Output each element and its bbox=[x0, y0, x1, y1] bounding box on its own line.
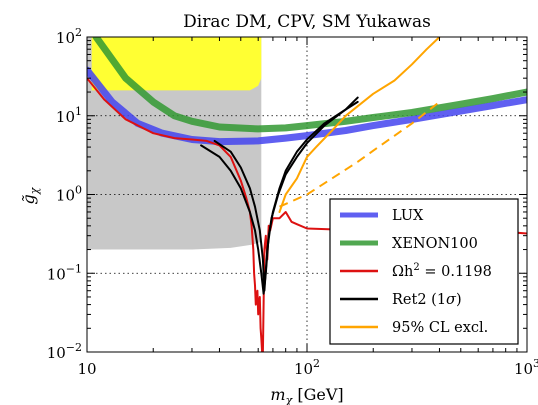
y-axis-label: g̃χ bbox=[19, 186, 41, 204]
y-tick-label: 100 bbox=[56, 184, 82, 205]
y-tick-label: 10−2 bbox=[47, 341, 82, 362]
series-line-6 bbox=[279, 101, 441, 208]
region-yellow bbox=[91, 37, 262, 91]
legend-label-2: Ωh2 = 0.1198 bbox=[392, 262, 492, 280]
legend-label-3: Ret2 (1σ) bbox=[392, 292, 462, 308]
legend: LUX XENON100 Ωh2 = 0.1198 Ret2 (1σ) 95% CL e… bbox=[329, 198, 519, 345]
x-tick-label: 102 bbox=[294, 357, 320, 378]
series-line-5 bbox=[278, 37, 441, 213]
y-tick-label: 102 bbox=[56, 26, 82, 47]
series-line-1 bbox=[92, 37, 527, 133]
y-tick-label: 101 bbox=[56, 105, 82, 126]
chart-title: Dirac DM, CPV, SM Yukawas bbox=[183, 12, 431, 32]
x-tick-label: 103 bbox=[514, 357, 538, 378]
legend-label-0: LUX bbox=[392, 208, 424, 224]
x-axis-label: mχ [GeV] bbox=[270, 385, 343, 405]
axis-ticks bbox=[86, 36, 528, 353]
legend-label-4: 95% CL excl. bbox=[392, 320, 488, 336]
x-tick-label: 10 bbox=[77, 360, 96, 378]
plot-area bbox=[87, 37, 527, 352]
legend-label-1: XENON100 bbox=[392, 236, 478, 252]
series-lines bbox=[87, 37, 527, 352]
series-line-4 bbox=[213, 96, 359, 292]
y-tick-label: 10−1 bbox=[47, 262, 82, 283]
tick-labels: 10 102 103 10−2 10−1 100 101 102 bbox=[47, 26, 538, 378]
series-line-0 bbox=[87, 66, 527, 146]
shaded-regions bbox=[87, 37, 262, 250]
